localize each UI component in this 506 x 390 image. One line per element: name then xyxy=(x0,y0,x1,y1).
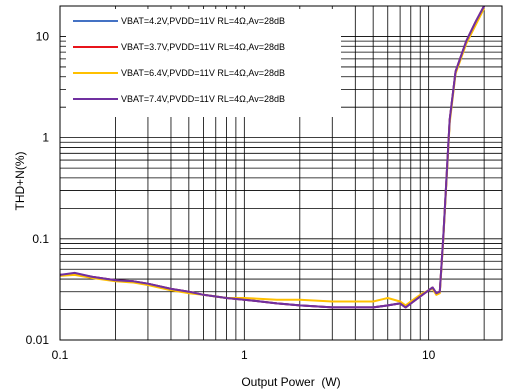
y-axis-label: THD+N(%) xyxy=(13,151,27,210)
y-tick-label: 10 xyxy=(36,29,50,43)
x-tick-labels: 0.1 1 10 xyxy=(52,348,436,362)
data-series xyxy=(59,5,485,309)
y-tick-label: 0.01 xyxy=(26,333,50,347)
y-tick-labels: 0.01 0.1 1 10 xyxy=(26,29,50,347)
legend-label-4: VBAT=7.4V,PVDD=11V RL=4Ω,Av=28dB xyxy=(121,94,285,104)
y-tick-label: 0.1 xyxy=(32,232,49,246)
plot-area-border xyxy=(59,5,503,341)
legend-label-1: VBAT=4.2V,PVDD=11V RL=4Ω,Av=28dB xyxy=(121,16,285,26)
x-tick-label: 1 xyxy=(241,348,248,362)
y-tick-label: 1 xyxy=(42,131,49,145)
series-line-4 xyxy=(59,5,485,309)
legend: VBAT=4.2V,PVDD=11V RL=4Ω,Av=28dB VBAT=3.7… xyxy=(66,9,341,117)
legend-label-2: VBAT=3.7V,PVDD=11V RL=4Ω,Av=28dB xyxy=(121,42,285,52)
x-tick-label: 10 xyxy=(422,348,436,362)
x-tick-label: 0.1 xyxy=(52,348,69,362)
x-axis-label: Output Power (W) xyxy=(241,375,340,389)
legend-label-3: VBAT=6.4V,PVDD=11V RL=4Ω,Av=28dB xyxy=(121,68,285,78)
